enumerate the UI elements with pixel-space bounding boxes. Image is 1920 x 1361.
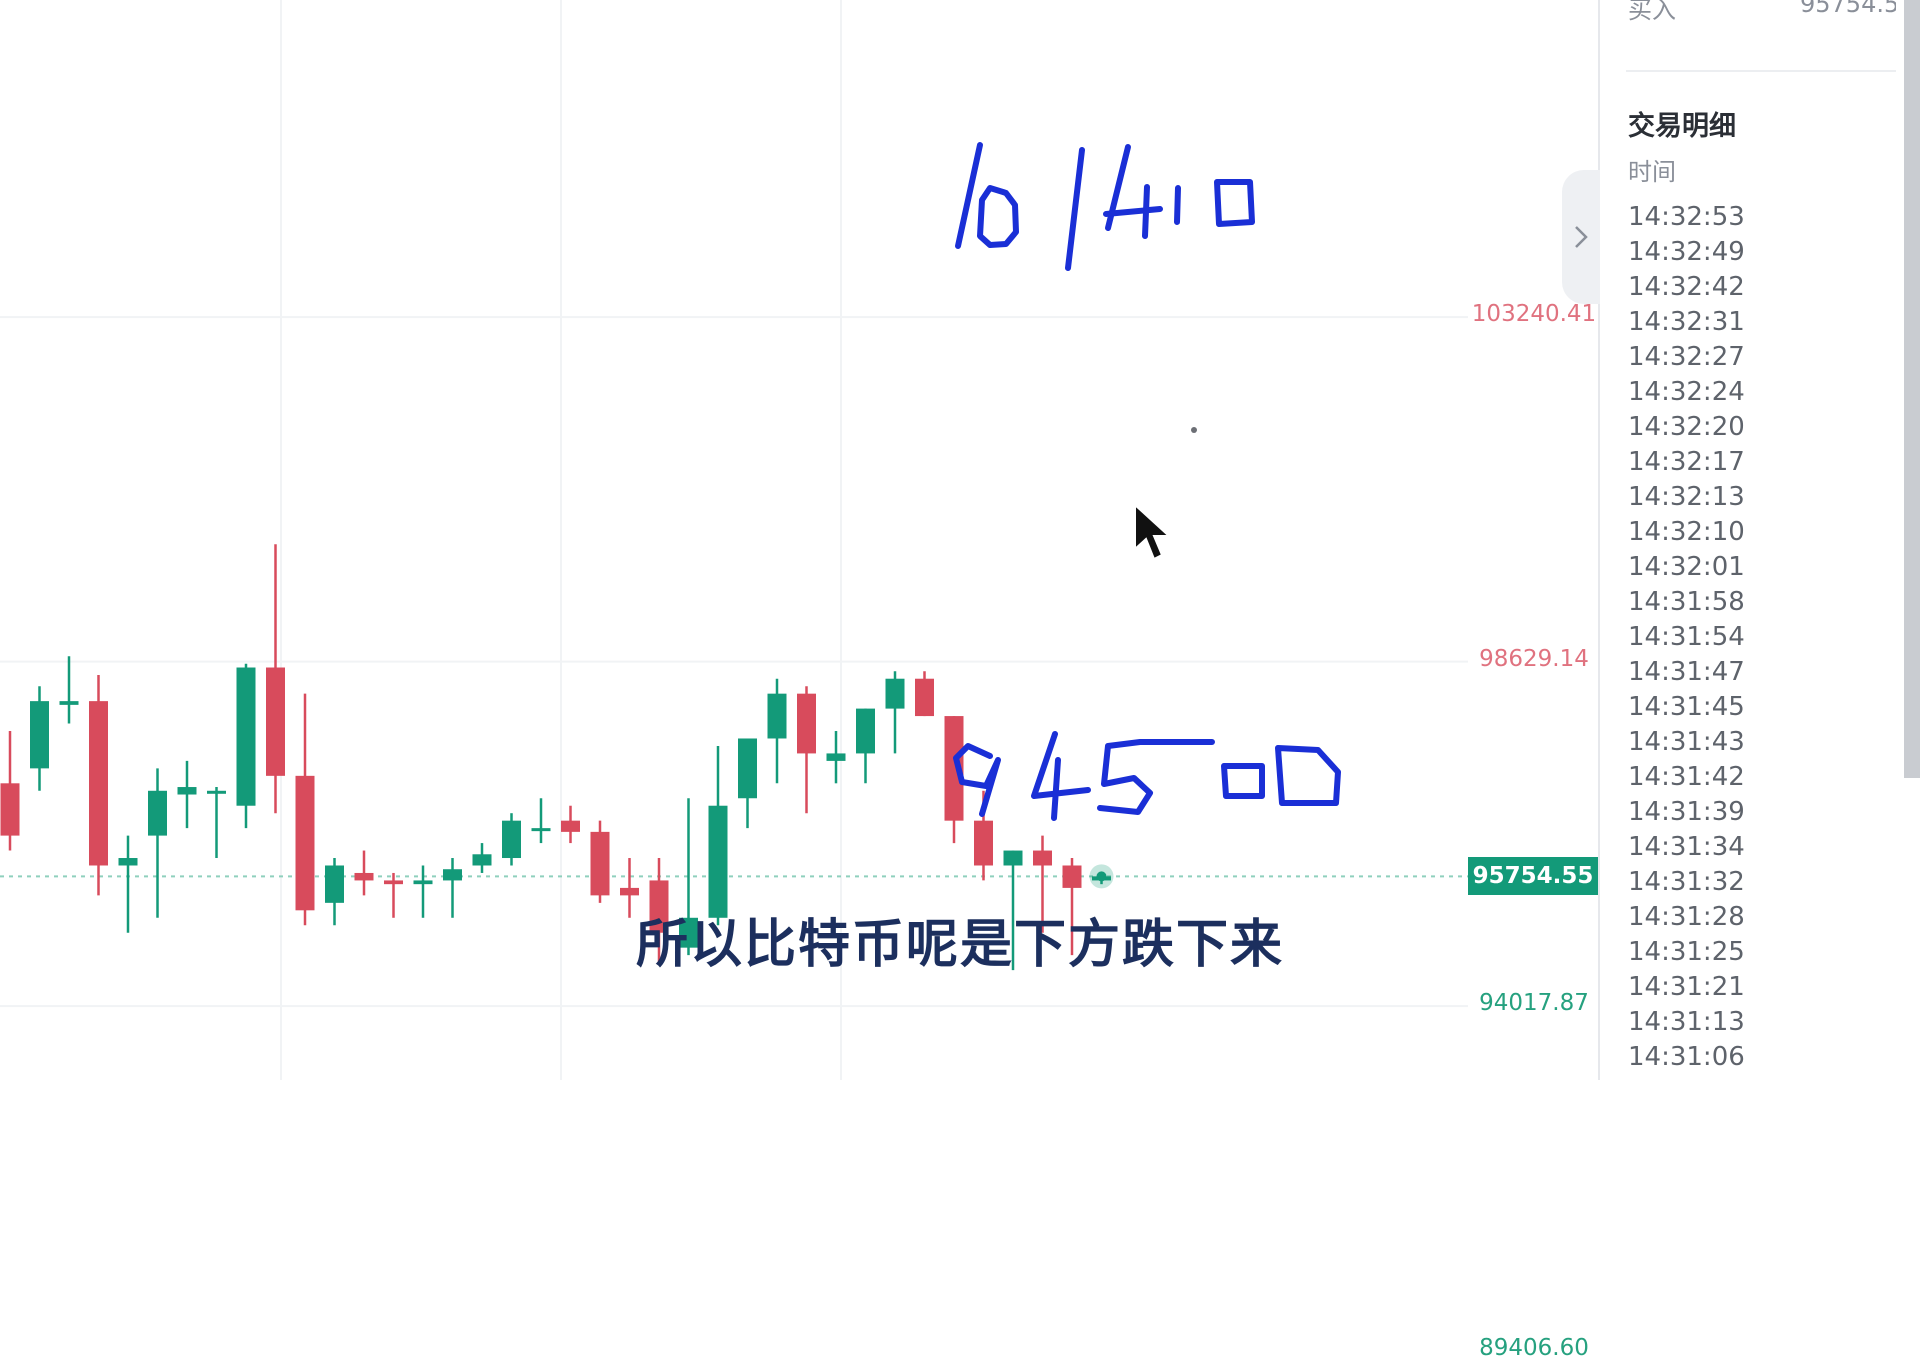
candle-body: [354, 872, 374, 881]
trade-details-panel: 买入 95754.5 交易明细 时间 14:32:53 14:32:49 14:32…: [1600, 0, 1904, 1080]
handwritten-annotation-stroke: [1275, 745, 1341, 806]
trade-time: 14:31:13: [1628, 1007, 1745, 1037]
handwritten-annotation-stroke: [1142, 184, 1150, 239]
candle-body: [915, 678, 934, 717]
trade-time: 14:31:45: [1628, 692, 1745, 722]
handwritten-annotation-stroke: [1214, 179, 1255, 227]
handwritten-annotation-stroke: [1031, 731, 1091, 821]
trade-time: 14:31:39: [1628, 797, 1745, 827]
candle-body: [679, 917, 698, 948]
candlestick-chart[interactable]: [0, 0, 1468, 1080]
trade-time: 14:31:25: [1628, 937, 1745, 967]
trade-time: 14:31:06: [1628, 1042, 1745, 1072]
candle-body: [266, 667, 285, 776]
price-axis-label: 103240.41: [1471, 301, 1597, 328]
candle-body: [89, 701, 108, 866]
price-axis-label: 89406.60: [1479, 1334, 1589, 1361]
candle-body: [856, 708, 875, 754]
handwritten-annotation-stroke: [1221, 763, 1265, 799]
candle-body: [325, 865, 344, 903]
candle-body: [472, 854, 492, 866]
candle-body: [1033, 850, 1052, 866]
trade-time: 14:31:21: [1628, 972, 1745, 1002]
last-price-tag: 95754.55: [1468, 857, 1598, 896]
candle-body: [885, 678, 905, 709]
buy-price: 95754.5: [1800, 0, 1900, 18]
candle-body: [1062, 865, 1082, 888]
candle-body: [502, 820, 521, 859]
mouse-cursor-icon: [1134, 503, 1172, 561]
candle-body: [826, 753, 846, 761]
candle-body: [738, 738, 757, 799]
candle-body: [177, 787, 197, 795]
candle-body: [561, 820, 580, 832]
trade-time: 14:32:42: [1628, 272, 1745, 302]
trade-time: 14:31:42: [1628, 762, 1745, 792]
handwritten-annotation-stroke: [953, 743, 1001, 817]
handwritten-annotation-stroke: [1065, 147, 1085, 271]
price-axis-label: 94017.87: [1479, 990, 1589, 1017]
handwritten-annotation-stroke: [1097, 739, 1215, 815]
candle-body: [1003, 850, 1023, 866]
trade-time: 14:32:01: [1628, 552, 1745, 582]
candle-body: [118, 858, 138, 866]
chart-dot-mark: [1191, 427, 1197, 433]
handwritten-annotation-stroke: [977, 185, 1019, 248]
trade-time: 14:32:27: [1628, 342, 1745, 372]
candle-body: [0, 783, 20, 836]
candle-body: [649, 880, 669, 933]
trade-time: 14:32:24: [1628, 377, 1745, 407]
candle-body: [974, 820, 993, 866]
time-column-header: 时间: [1628, 158, 1676, 186]
candle-body: [767, 693, 787, 739]
panel-title: 交易明细: [1628, 111, 1736, 142]
panel-collapse-button[interactable]: [1562, 170, 1600, 304]
candle-body: [148, 790, 167, 836]
trade-time: 14:31:47: [1628, 657, 1745, 687]
handwritten-annotation-stroke: [1103, 206, 1163, 217]
chevron-right-icon: [1575, 226, 1588, 248]
trade-time: 14:32:13: [1628, 482, 1745, 512]
trade-time: 14:32:53: [1628, 202, 1745, 232]
candle-body: [384, 880, 403, 885]
axis-divider: [1598, 0, 1600, 1080]
candle-body: [590, 831, 610, 896]
trade-time: 14:31:28: [1628, 902, 1745, 932]
candle-body: [30, 701, 49, 769]
candle-body: [944, 716, 964, 821]
trade-time: 14:31:34: [1628, 832, 1745, 862]
live-price-dot: [1096, 871, 1107, 882]
handwritten-annotation-stroke: [1174, 185, 1181, 225]
trade-time: 14:31:54: [1628, 622, 1745, 652]
candle-body: [295, 775, 315, 911]
trade-time: 14:31:58: [1628, 587, 1745, 617]
trade-time: 14:32:17: [1628, 447, 1745, 477]
buy-label: 买入: [1628, 0, 1676, 24]
candle-body: [797, 693, 816, 754]
video-caption: 所以比特币呢是下方跌下来: [635, 915, 1284, 975]
trade-time: 14:31:43: [1628, 727, 1745, 757]
panel-divider: [1626, 70, 1904, 72]
candle-body: [236, 667, 256, 806]
trade-list[interactable]: 14:32:53 14:32:49 14:32:42 14:32:31 14:32:27…: [1628, 200, 1868, 1075]
candle-body: [207, 790, 226, 794]
price-axis-label: 98629.14: [1479, 645, 1589, 672]
trade-time: 14:32:10: [1628, 517, 1745, 547]
candle-body: [443, 869, 462, 881]
scrollbar[interactable]: [1904, 0, 1920, 778]
candle-body: [620, 887, 639, 896]
trade-time: 14:32:20: [1628, 412, 1745, 442]
candle-body: [531, 828, 551, 832]
candle-body: [59, 701, 79, 705]
candle-body: [413, 880, 433, 885]
handwritten-annotation-stroke: [955, 142, 983, 249]
chart-area[interactable]: [0, 0, 1468, 1080]
trade-time: 14:31:32: [1628, 867, 1745, 897]
trade-time: 14:32:49: [1628, 237, 1745, 267]
candle-body: [708, 805, 728, 918]
trade-time: 14:32:31: [1628, 307, 1745, 337]
